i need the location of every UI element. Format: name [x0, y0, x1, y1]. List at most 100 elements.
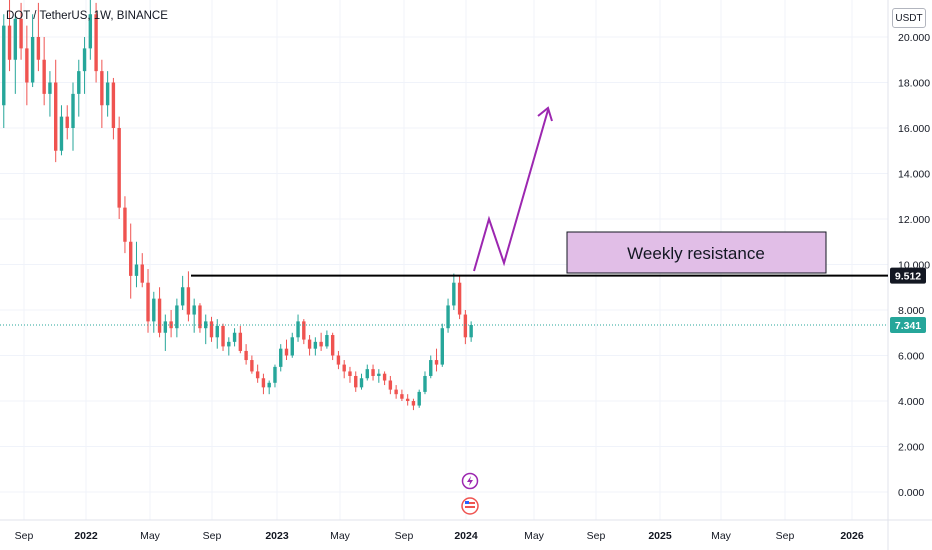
candle-body	[105, 82, 110, 106]
candle-body	[325, 335, 329, 347]
candle-body	[30, 37, 35, 83]
time-axis-label: 2025	[648, 530, 672, 542]
time-axis-label: Sep	[776, 530, 795, 542]
candle-body	[429, 360, 433, 376]
candle-body	[198, 305, 202, 329]
candle-body	[336, 355, 341, 365]
candle-body	[42, 59, 46, 94]
annotation-box	[566, 231, 827, 274]
time-axis-label: May	[330, 530, 351, 542]
time-axis-label: May	[711, 530, 732, 542]
candle-body	[186, 287, 191, 315]
candle-body	[227, 341, 231, 347]
candle-body	[330, 335, 335, 356]
candle-body	[215, 325, 219, 338]
price-axis-label: 12.000	[898, 214, 930, 226]
candle-body	[146, 282, 150, 322]
time-axis-label: 2026	[840, 530, 864, 542]
resistance-price-label: 9.512	[895, 271, 921, 283]
candle-body	[261, 378, 266, 388]
candle-body	[152, 298, 156, 322]
candle-body	[267, 382, 271, 388]
candle-body	[65, 116, 69, 128]
candle-body	[423, 375, 427, 392]
candle-body	[244, 350, 248, 361]
candle-body	[255, 371, 260, 379]
currency-badge[interactable]: USDT	[892, 8, 926, 28]
candle-body	[117, 128, 121, 208]
projection-arrow-head	[537, 106, 553, 122]
lightning-glyph	[467, 476, 473, 486]
candle-body	[342, 364, 346, 372]
flag-stripe	[465, 506, 475, 508]
price-axis-label: 14.000	[898, 169, 930, 181]
time-axis-label: 2024	[454, 530, 478, 542]
candle-body	[377, 373, 381, 376]
candle-body	[157, 298, 162, 333]
candle-body	[175, 305, 179, 329]
candle-body	[382, 373, 387, 381]
candle-body	[192, 305, 196, 315]
candlestick-series	[2, 0, 473, 411]
candle-body	[134, 264, 139, 276]
candle-body	[2, 25, 6, 106]
candle-body	[400, 394, 404, 399]
symbol-title[interactable]: DOT / TetherUS, 1W, BINANCE	[6, 10, 168, 22]
candle-body	[94, 14, 98, 72]
candle-body	[417, 391, 421, 406]
price-axis-label: 6.000	[898, 351, 924, 363]
candle-body	[209, 321, 214, 338]
candle-body	[25, 48, 29, 83]
chart-annotations[interactable]: Weekly resistance 9.512 7.341	[0, 106, 926, 515]
candle-body	[129, 241, 133, 276]
candle-body	[446, 305, 450, 329]
candle-body	[71, 93, 75, 128]
price-axis-label: 4.000	[898, 396, 924, 408]
candle-body	[180, 287, 185, 306]
projection-path	[473, 109, 549, 272]
time-axis-label: May	[524, 530, 545, 542]
price-axis-label: 0.000	[898, 487, 924, 499]
price-axis-label: 8.000	[898, 305, 924, 317]
candle-body	[238, 332, 243, 351]
price-axis-label: 20.000	[898, 32, 930, 44]
candle-body	[13, 18, 18, 60]
candle-body	[100, 71, 104, 106]
time-axis-label: Sep	[15, 530, 34, 542]
candle-body	[221, 325, 225, 347]
candle-body	[440, 328, 444, 365]
current-price-tag	[890, 316, 926, 333]
candle-body	[19, 18, 23, 49]
candle-body	[307, 339, 312, 349]
candle-body	[296, 321, 300, 338]
candle-body	[36, 37, 41, 60]
candle-body	[82, 48, 87, 72]
chart-grid	[0, 0, 888, 520]
candle-body	[123, 207, 127, 242]
annotation-text: Weekly resistance	[627, 244, 765, 263]
candle-body	[394, 389, 398, 395]
candle-body	[54, 82, 58, 151]
candle-body	[232, 332, 237, 342]
candle-body	[88, 14, 93, 49]
candle-body	[365, 369, 369, 379]
time-axis-label: 2023	[265, 530, 289, 542]
candle-body	[313, 341, 318, 349]
time-axis-label: Sep	[203, 530, 222, 542]
flag-stripe	[465, 502, 475, 504]
candle-body	[77, 71, 81, 94]
time-axis-label: May	[140, 530, 161, 542]
price-axis-label: 18.000	[898, 78, 930, 90]
candle-body	[354, 375, 358, 388]
time-axis-label: Sep	[395, 530, 414, 542]
candle-body	[290, 337, 294, 356]
candle-body	[434, 360, 439, 365]
candle-body	[319, 341, 323, 347]
candle-body	[411, 401, 416, 406]
time-axis-label: Sep	[587, 530, 606, 542]
candle-body	[469, 325, 473, 338]
candle-body	[457, 282, 462, 315]
candle-body	[371, 369, 375, 376]
